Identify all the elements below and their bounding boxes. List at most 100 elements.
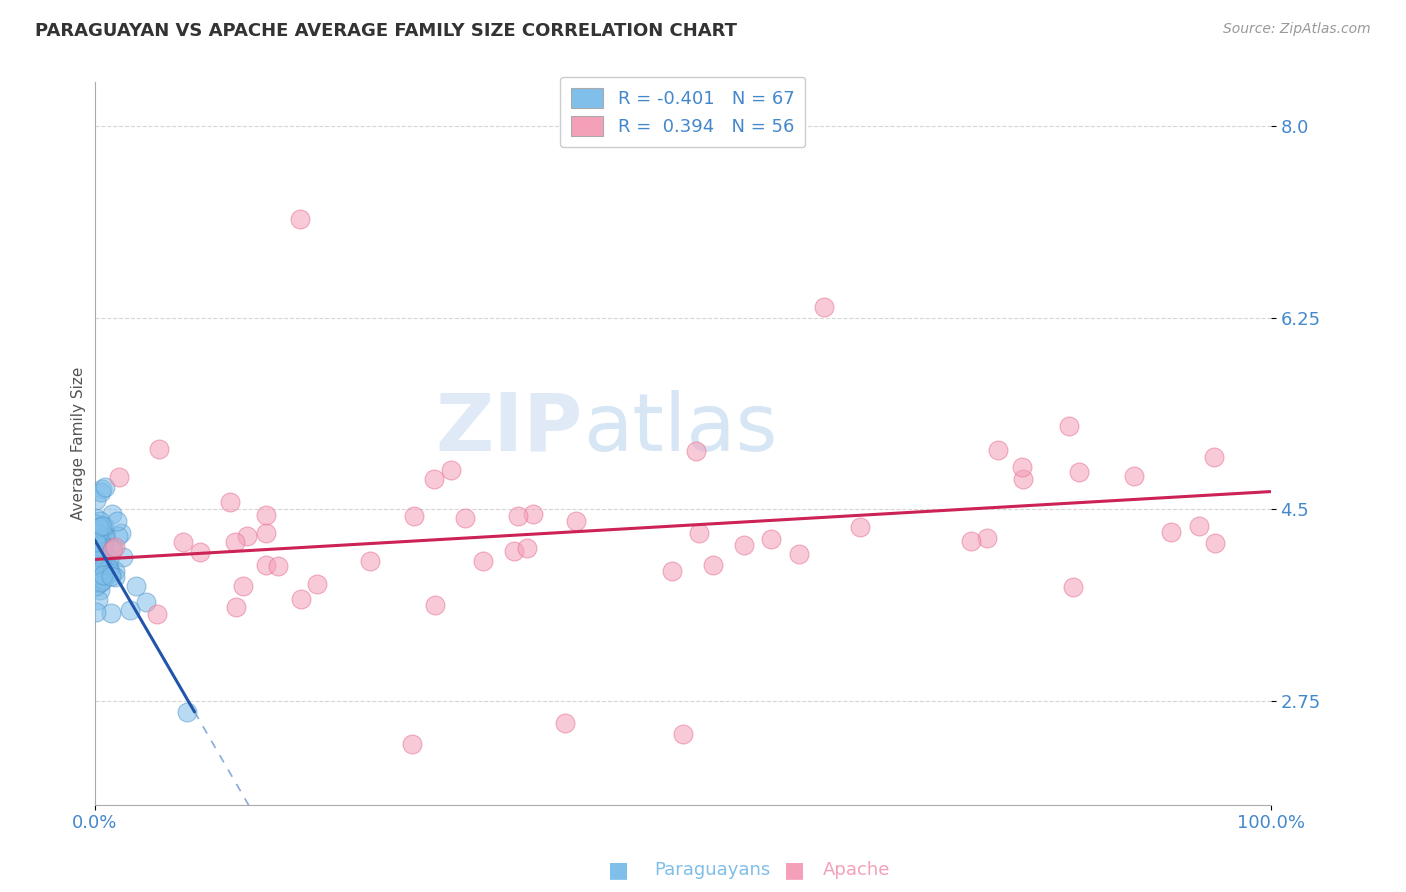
Point (104, 564, 127, 578)
Legend: R = -0.401   N = 67, R =  0.394   N = 56: R = -0.401 N = 67, R = 0.394 N = 56 (560, 77, 806, 147)
Point (87, 566, 110, 580)
Point (98, 541, 121, 555)
Point (148, 442, 170, 456)
Point (146, 607, 169, 621)
Point (987, 442, 1010, 457)
Point (84, 552, 107, 566)
Point (100, 566, 122, 580)
Point (90, 537, 112, 551)
Point (423, 598, 446, 612)
Point (1160, 525, 1182, 540)
Point (661, 564, 683, 578)
Point (100, 607, 122, 621)
Text: Source: ZipAtlas.com: Source: ZipAtlas.com (1223, 22, 1371, 37)
Point (101, 507, 124, 521)
Point (97, 559, 120, 574)
Point (86, 547, 108, 561)
Point (90, 540, 112, 554)
Point (554, 715, 576, 730)
Point (84, 516, 107, 531)
Point (218, 494, 240, 508)
Text: ZIP: ZIP (436, 390, 582, 468)
Point (111, 550, 134, 565)
Point (1204, 535, 1226, 549)
Point (84, 579, 107, 593)
Point (108, 470, 131, 484)
Point (688, 526, 710, 541)
Point (960, 534, 983, 549)
Point (188, 545, 211, 559)
Point (84, 541, 107, 555)
Point (91, 519, 114, 533)
Point (290, 212, 312, 227)
Point (84, 568, 107, 582)
Point (290, 591, 312, 606)
Point (733, 538, 755, 552)
Point (86, 527, 108, 541)
Point (402, 508, 425, 523)
Point (91, 559, 114, 574)
Point (87, 520, 110, 534)
Point (93, 523, 115, 537)
Point (359, 554, 381, 568)
Point (1122, 468, 1144, 483)
Point (672, 726, 695, 740)
Point (1057, 419, 1080, 434)
Point (254, 558, 277, 573)
Point (976, 531, 998, 545)
Point (761, 532, 783, 546)
Point (90, 571, 112, 585)
Point (454, 510, 477, 524)
Point (93, 539, 115, 553)
Point (503, 543, 526, 558)
Point (90, 575, 112, 590)
Point (236, 529, 259, 543)
Text: Paraguayans: Paraguayans (654, 861, 770, 879)
Point (506, 508, 529, 523)
Point (90, 484, 112, 499)
Point (101, 541, 124, 555)
Point (110, 526, 132, 541)
Point (307, 577, 329, 591)
Text: ■: ■ (609, 860, 628, 880)
Point (84, 535, 107, 549)
Point (94, 480, 117, 494)
Point (90, 549, 112, 564)
Point (84, 493, 107, 508)
Point (91, 560, 114, 574)
Point (100, 568, 122, 582)
Point (423, 472, 446, 486)
Point (224, 535, 246, 549)
Point (522, 508, 544, 522)
Point (1011, 472, 1033, 486)
Point (84, 549, 107, 564)
Point (86, 540, 108, 554)
Point (100, 542, 122, 557)
Point (89, 526, 111, 541)
Point (87, 592, 110, 607)
Point (94, 540, 117, 554)
Point (89, 540, 111, 554)
Point (105, 514, 128, 528)
Point (87, 554, 110, 568)
Point (440, 463, 463, 477)
Point (516, 541, 538, 555)
Point (685, 444, 707, 458)
Point (135, 595, 157, 609)
Point (98, 562, 121, 576)
Point (124, 579, 146, 593)
Point (89, 514, 111, 528)
Point (94, 556, 117, 570)
Point (107, 528, 129, 542)
Point (254, 526, 277, 541)
Point (118, 603, 141, 617)
Point (90, 547, 112, 561)
Point (787, 548, 810, 562)
Point (84, 511, 107, 525)
Point (232, 579, 254, 593)
Point (1202, 450, 1225, 464)
Point (104, 540, 127, 554)
Point (91, 568, 114, 582)
Text: Apache: Apache (823, 861, 890, 879)
Text: atlas: atlas (582, 390, 778, 468)
